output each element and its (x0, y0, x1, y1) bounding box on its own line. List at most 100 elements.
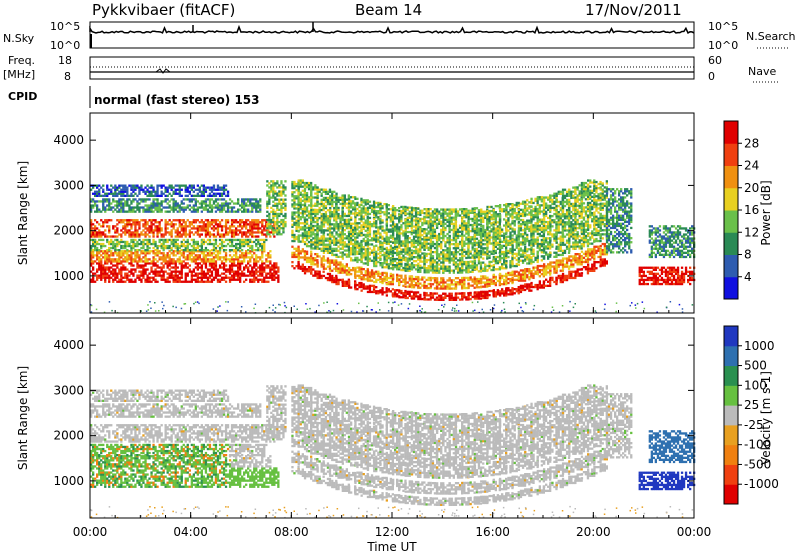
power-cell (247, 252, 249, 254)
power-cell (110, 271, 112, 273)
power-cell (329, 217, 331, 219)
power-cell (373, 206, 375, 208)
power-cell (278, 201, 280, 203)
power-cell (173, 225, 175, 227)
power-cell (148, 227, 150, 229)
power-cell (239, 245, 241, 247)
power-cell (124, 256, 126, 258)
power-cell (386, 287, 388, 289)
power-cell (383, 258, 385, 260)
power-cell (293, 197, 295, 199)
power-cell (154, 221, 156, 223)
power-cell (329, 219, 331, 221)
power-cell (199, 187, 201, 189)
power-cell (419, 269, 421, 271)
power-cell (94, 254, 96, 256)
power-cell (381, 211, 383, 213)
power-cell (195, 266, 197, 268)
power-cell (346, 256, 348, 258)
power-cell (177, 227, 179, 229)
power-cell (108, 281, 110, 283)
power-cell (249, 256, 251, 258)
power-cell (179, 233, 181, 235)
power-cell (98, 252, 100, 254)
power-cell (233, 245, 235, 247)
power-cell (306, 227, 308, 229)
power-cell (375, 224, 377, 226)
power-cell (266, 211, 268, 213)
power-cell (417, 224, 419, 226)
power-cell (144, 193, 146, 195)
power-cell (146, 258, 148, 260)
power-cell (233, 275, 235, 277)
power-cell (255, 273, 257, 275)
power-cell (331, 242, 333, 244)
power-cell (400, 245, 402, 247)
power-cell (92, 273, 94, 275)
power-cell (217, 271, 219, 273)
power-cell (369, 201, 371, 203)
power-cell (209, 239, 211, 241)
power-cell (407, 217, 409, 219)
power-cell (177, 206, 179, 208)
power-cell (205, 209, 207, 211)
power-cell (118, 262, 120, 264)
power-cell (195, 198, 197, 200)
power-cell (310, 261, 312, 263)
power-cell (181, 275, 183, 277)
power-cell (392, 247, 394, 249)
power-cell (274, 199, 276, 201)
power-cell (179, 185, 181, 187)
power-cell (110, 209, 112, 211)
power-cell (342, 251, 344, 253)
power-cell (165, 258, 167, 260)
power-cell (167, 256, 169, 258)
power-cell (229, 241, 231, 243)
power-cell (124, 258, 126, 260)
power-cell (381, 266, 383, 268)
power-cell (361, 276, 363, 278)
power-cell (419, 212, 421, 214)
power-cell (308, 233, 310, 235)
power-cell (319, 209, 321, 211)
power-cell (257, 256, 259, 258)
power-cell (348, 237, 350, 239)
power-cell (335, 199, 337, 201)
power-cell (124, 250, 126, 252)
power-cell (161, 279, 163, 281)
power-cell (331, 195, 333, 197)
power-cell (402, 255, 404, 257)
power-cell (371, 239, 373, 241)
freq-tick-top: 18 (58, 54, 72, 67)
power-cell (375, 251, 377, 253)
power-cell (329, 227, 331, 229)
power-cell (302, 270, 304, 272)
power-cell (183, 233, 185, 235)
power-cell (405, 225, 407, 227)
power-cell (367, 229, 369, 231)
power-cell (134, 260, 136, 262)
power-cell (239, 229, 241, 231)
power-cell (396, 238, 398, 240)
power-cell (272, 209, 274, 211)
power-cell (213, 229, 215, 231)
power-cell (175, 275, 177, 277)
power-cell (199, 235, 201, 237)
power-cell (213, 221, 215, 223)
power-cell (191, 195, 193, 197)
power-cell (356, 261, 358, 263)
power-cell (154, 195, 156, 197)
power-cell (193, 204, 195, 206)
power-cell (203, 243, 205, 245)
power-cell (201, 258, 203, 260)
power-cell (302, 236, 304, 238)
power-cell (102, 233, 104, 235)
power-cell (163, 273, 165, 275)
power-cell (136, 264, 138, 266)
power-cell (118, 202, 120, 204)
power-cell (342, 245, 344, 247)
power-cell (352, 243, 354, 245)
power-cell (398, 247, 400, 249)
power-cell (261, 219, 263, 221)
power-cell (122, 252, 124, 254)
